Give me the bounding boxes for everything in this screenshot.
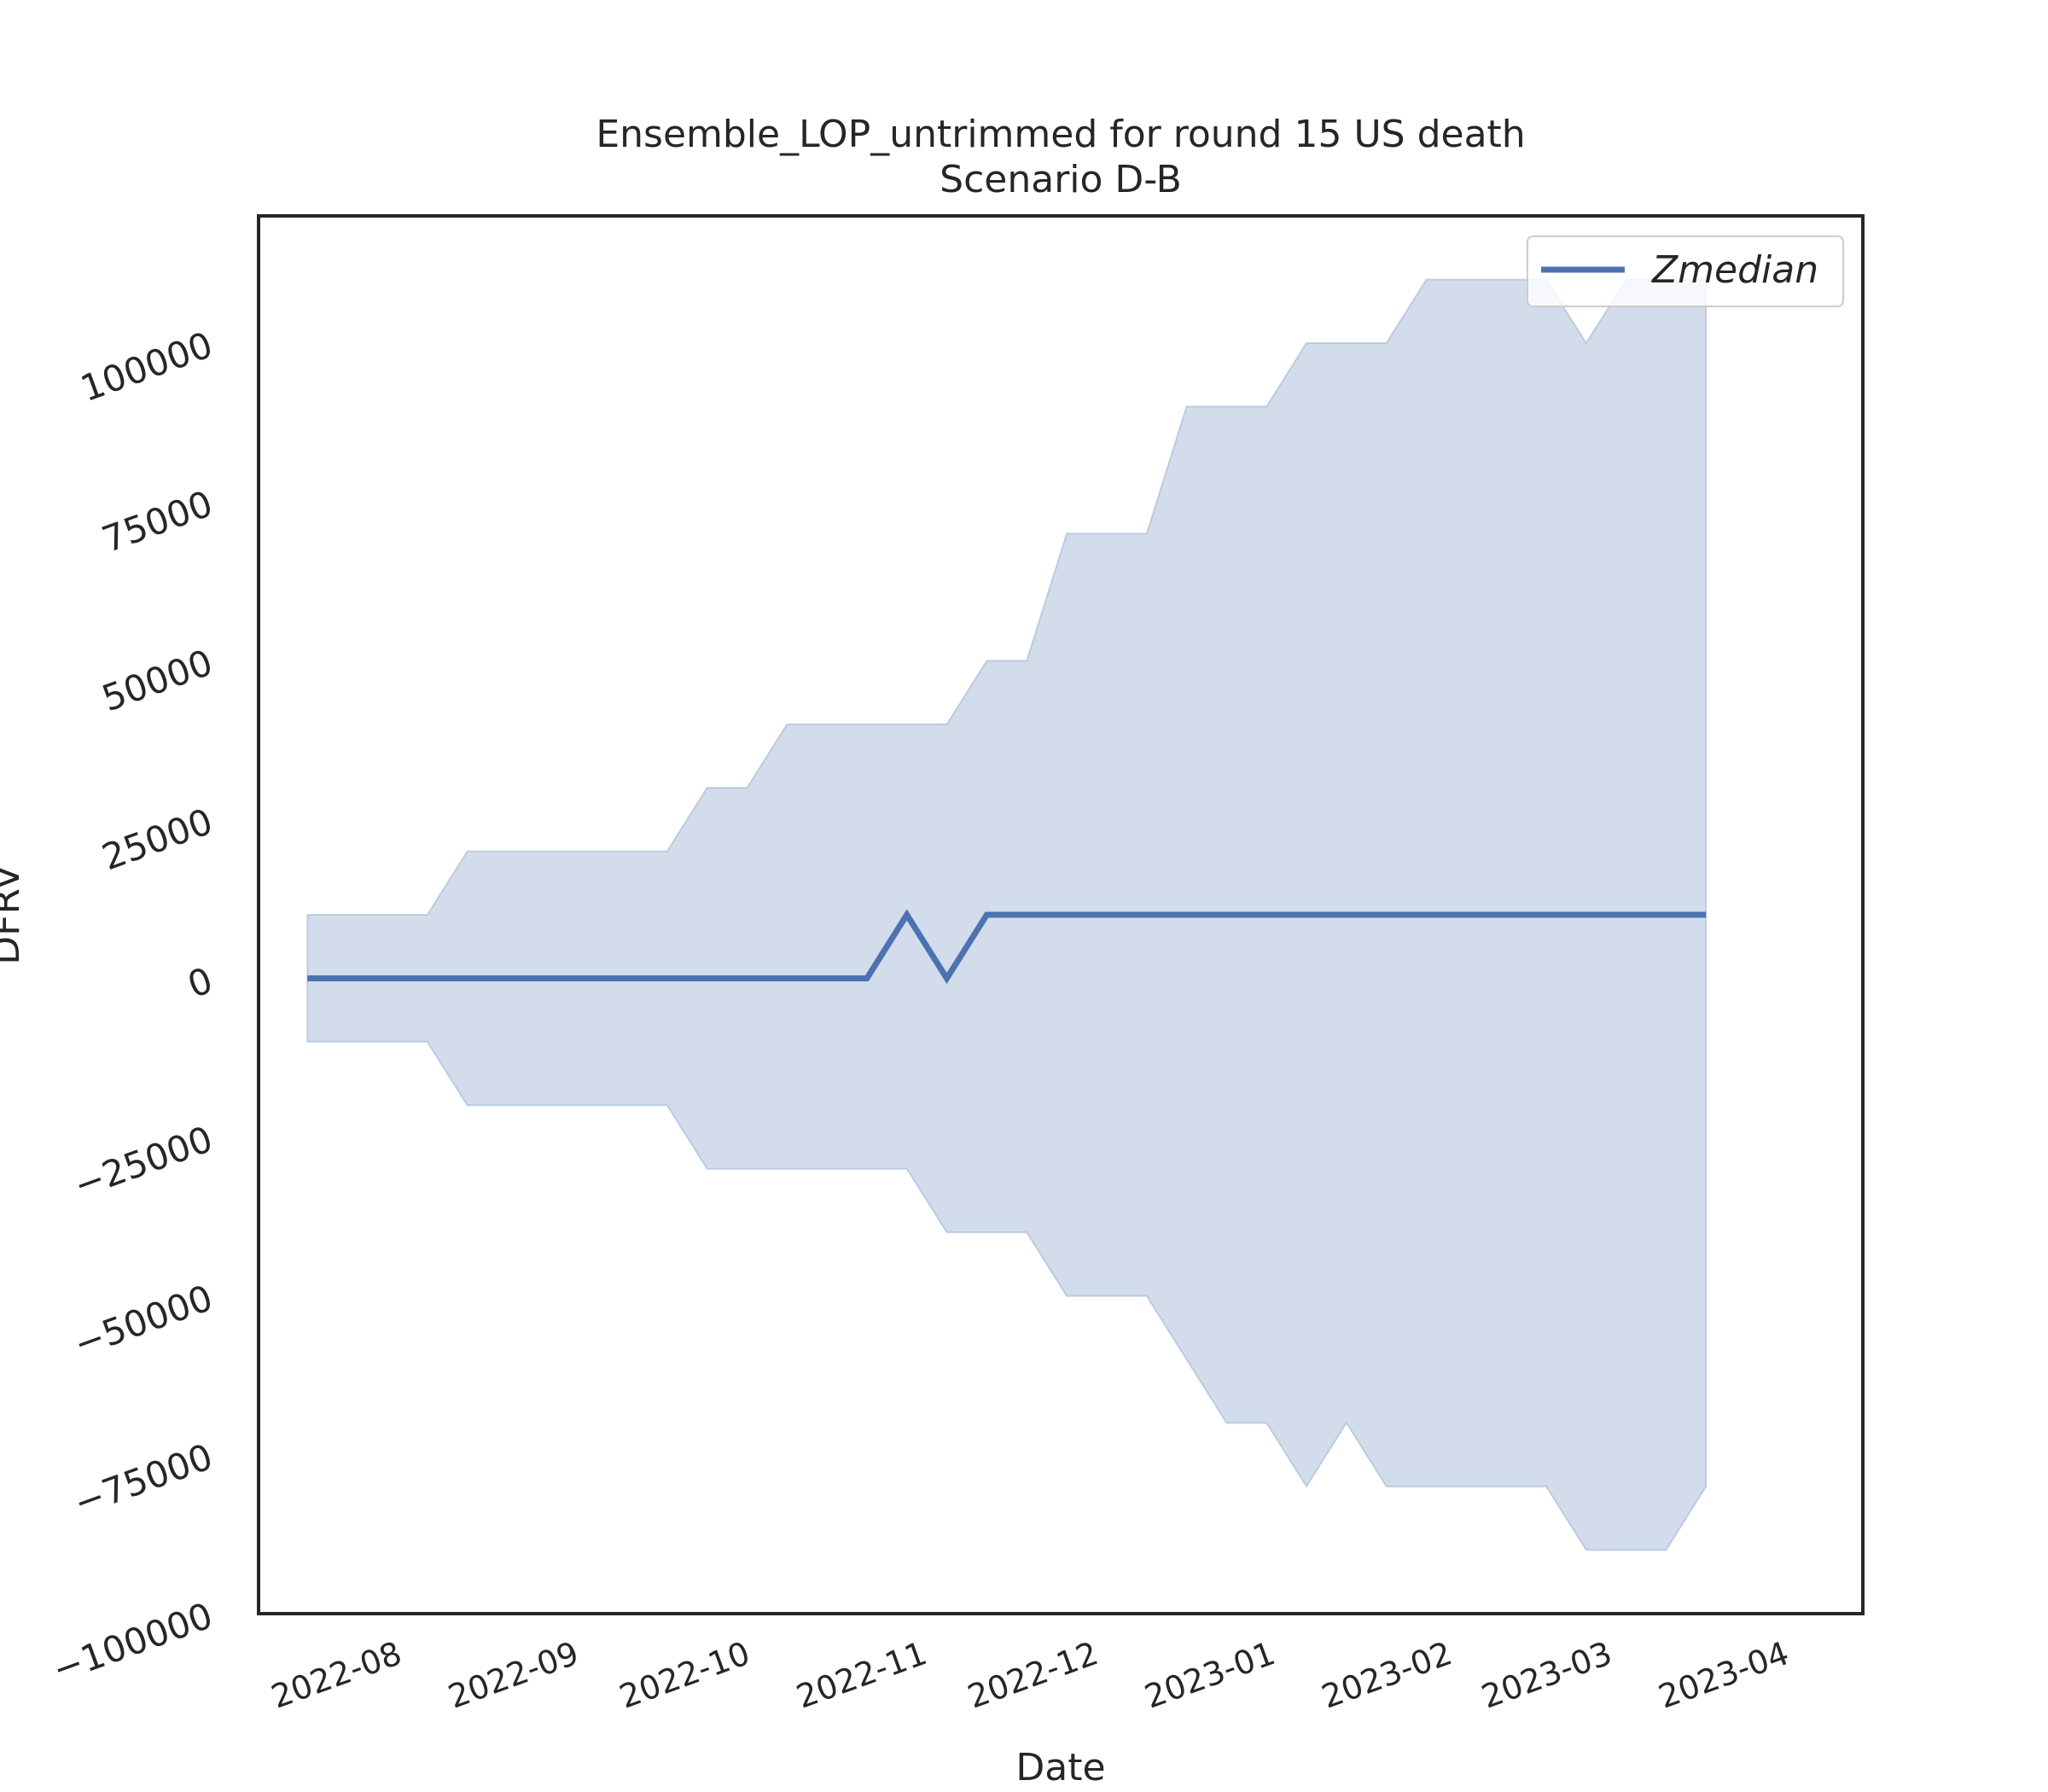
y-axis-ticks: −100000 −75000 −50000 −25000 0 25000 50000 7500…	[47, 323, 218, 1690]
legend-box	[1527, 236, 1844, 307]
x-tick-label: 2023-01	[1140, 1634, 1280, 1716]
y-tick-label: −75000	[68, 1435, 218, 1524]
y-tick-label: −25000	[68, 1118, 218, 1207]
chart-subtitle: Scenario D-B	[940, 158, 1182, 201]
median-line	[307, 909, 1707, 985]
x-tick-label: 2022-12	[963, 1634, 1103, 1716]
x-tick-label: 2022-10	[614, 1634, 754, 1716]
y-tick-label: 100000	[75, 323, 218, 410]
x-tick-label: 2022-09	[444, 1634, 584, 1716]
y-tick-label: 75000	[96, 482, 218, 561]
y-tick-label: −50000	[68, 1277, 218, 1365]
legend: Zmedian	[1527, 236, 1844, 307]
chart-title: Ensemble_LOP_untrimmed for round 15 US d…	[596, 113, 1525, 156]
x-axis-label: Date	[1015, 1746, 1105, 1789]
x-tick-label: 2023-02	[1317, 1634, 1457, 1716]
y-tick-label: 25000	[96, 800, 218, 879]
x-axis-ticks: 2022-08 2022-09 2022-10 2022-11 2022-12 2023-…	[266, 1634, 1794, 1716]
y-tick-label: −100000	[47, 1594, 218, 1690]
plot-area-frame	[257, 214, 1865, 1615]
y-tick-label: 0	[183, 959, 218, 1006]
x-tick-label: 2022-08	[266, 1634, 406, 1716]
y-axis-label: DFRV	[0, 864, 28, 964]
x-tick-label: 2023-04	[1654, 1634, 1794, 1716]
y-tick-label: 50000	[96, 642, 218, 720]
x-tick-label: 2022-11	[792, 1634, 932, 1716]
x-tick-label: 2023-03	[1476, 1634, 1616, 1716]
legend-label-zmedian: Zmedian	[1651, 248, 1818, 292]
